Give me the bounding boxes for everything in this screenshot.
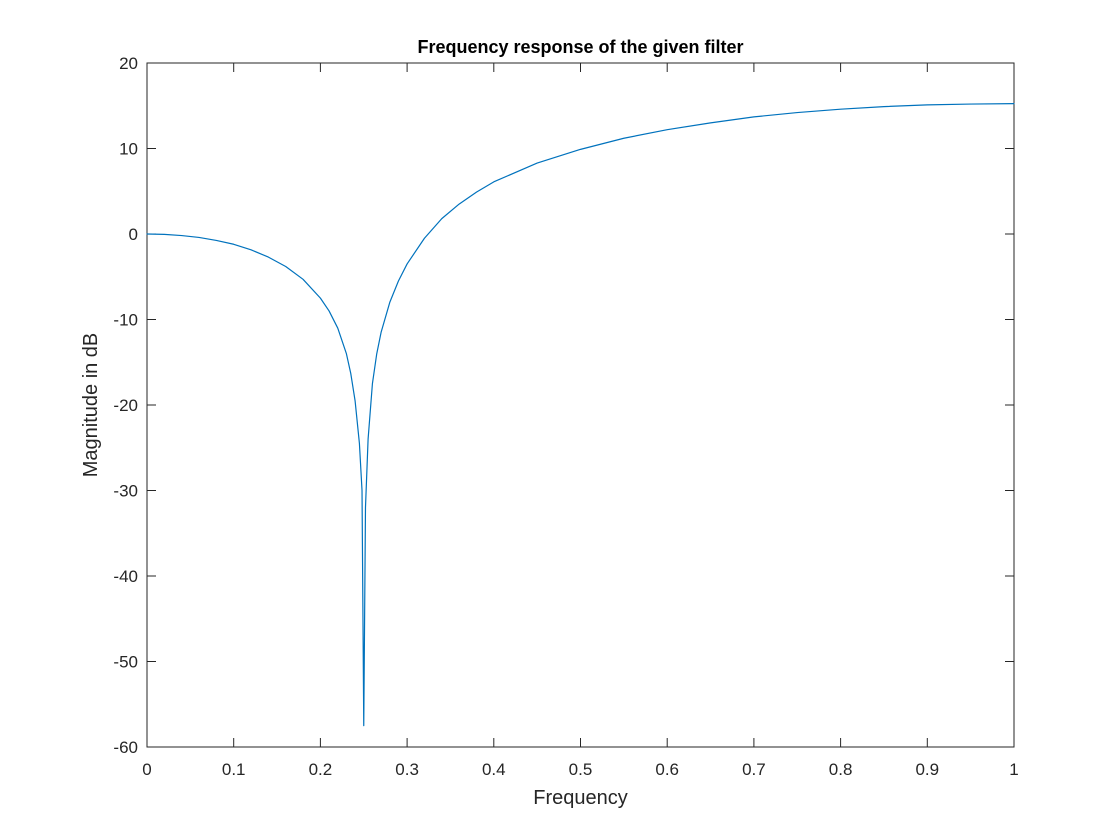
y-tick-label: 10	[119, 140, 138, 159]
x-tick-label: 0.9	[915, 760, 939, 779]
y-tick-label: -10	[113, 311, 138, 330]
y-tick-label: -20	[113, 396, 138, 415]
series-layer	[146, 103, 1015, 727]
x-tick-label: 0.5	[569, 760, 593, 779]
y-tick-label: 20	[119, 54, 138, 73]
x-tick-label: 0.6	[655, 760, 679, 779]
x-tick-label: 0.4	[482, 760, 506, 779]
series-line	[146, 103, 1015, 727]
x-axis-label: Frequency	[533, 787, 628, 809]
axis-ticks: 0 0.1 0.2 0.3 0.4 0.5 0.6 0.7 0.8 0.9 1 -60 -50 -40 -3…	[113, 54, 1018, 779]
y-tick-label: -30	[113, 482, 138, 501]
chart-title: Frequency response of the given filter	[417, 37, 743, 57]
plot-area	[146, 62, 1015, 748]
x-tick-label: 0	[142, 760, 151, 779]
x-tick-label: 0.1	[222, 760, 246, 779]
x-tick-label: 0.8	[829, 760, 853, 779]
y-axis-label: Magnitude in dB	[80, 333, 102, 478]
y-tick-label: -40	[113, 567, 138, 586]
y-tick-label: 0	[129, 225, 138, 244]
x-tick-label: 1	[1009, 760, 1018, 779]
y-tick-label: -50	[113, 653, 138, 672]
x-tick-label: 0.2	[309, 760, 333, 779]
x-tick-label: 0.7	[742, 760, 766, 779]
x-tick-label: 0.3	[395, 760, 419, 779]
y-tick-label: -60	[113, 738, 138, 757]
